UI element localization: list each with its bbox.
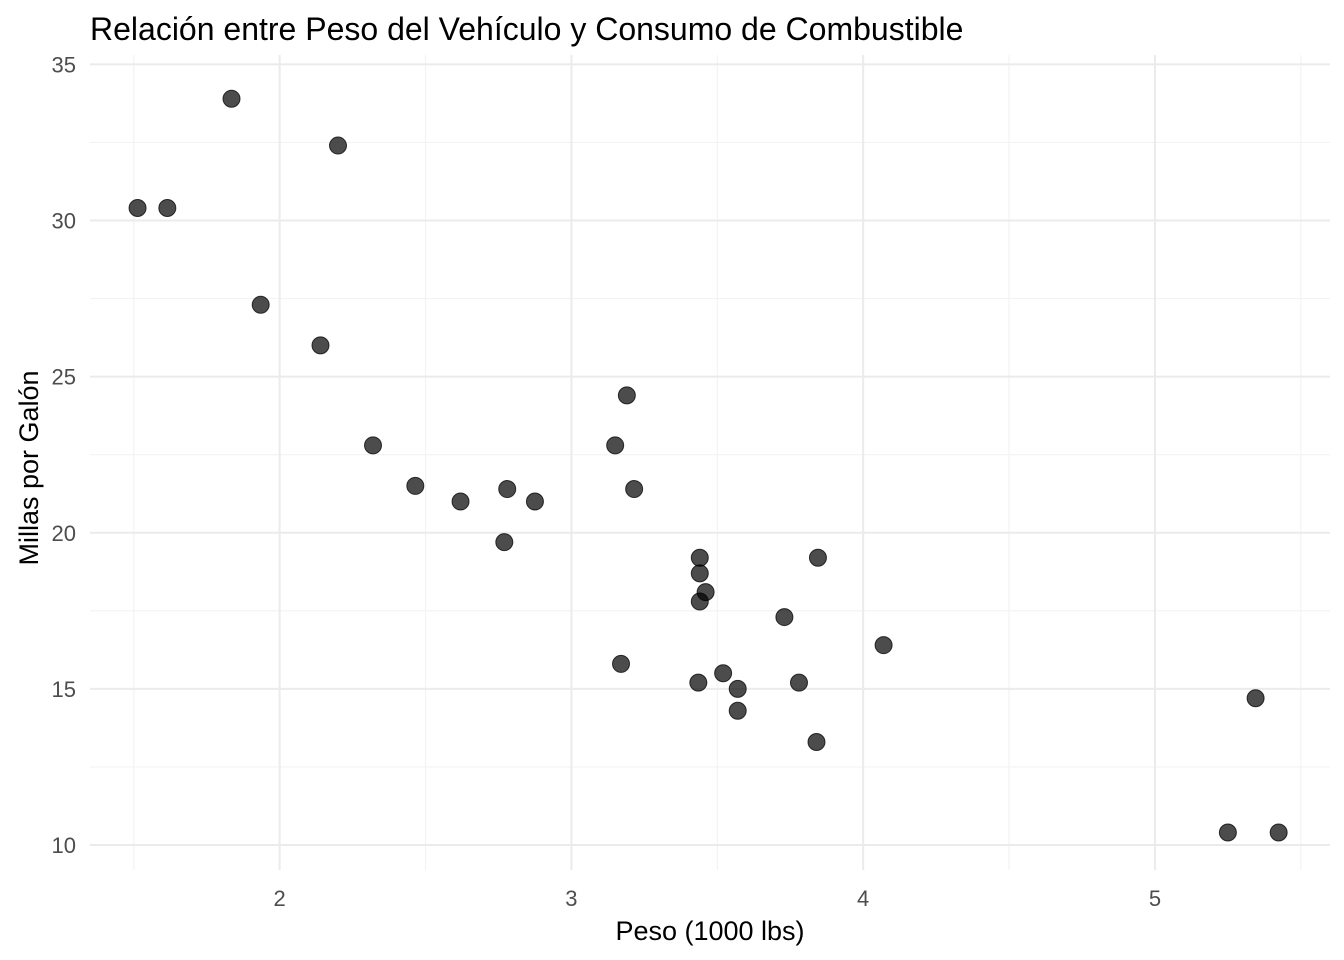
- chart-title: Relación entre Peso del Vehículo y Consu…: [90, 11, 963, 47]
- data-point: [329, 136, 347, 155]
- data-point: [364, 436, 383, 455]
- x-tick-label: 5: [1149, 886, 1161, 911]
- data-point: [525, 492, 544, 511]
- data-point: [495, 533, 514, 552]
- y-tick-label: 30: [52, 208, 76, 233]
- data-point: [128, 199, 147, 218]
- data-point: [625, 480, 644, 499]
- data-point: [690, 592, 709, 611]
- y-tick-label: 25: [52, 365, 76, 390]
- data-point: [690, 548, 709, 567]
- data-point: [406, 476, 425, 495]
- data-point: [808, 548, 827, 567]
- x-tick-label: 2: [274, 886, 286, 911]
- data-point: [311, 336, 330, 355]
- data-point: [617, 386, 636, 405]
- data-point: [789, 673, 808, 692]
- y-tick-label: 10: [52, 833, 76, 858]
- data-point: [1218, 823, 1237, 842]
- data-point: [807, 732, 826, 751]
- x-tick-labels: 2 3 4 5: [274, 886, 1162, 911]
- grid: [90, 55, 1330, 870]
- data-point: [714, 664, 733, 683]
- x-axis-label: Peso (1000 lbs): [615, 916, 804, 946]
- y-axis-label: Millas por Galón: [14, 370, 44, 565]
- data-point: [728, 701, 747, 720]
- x-tick-label: 4: [857, 886, 869, 911]
- data-point: [612, 654, 631, 673]
- data-point: [690, 564, 709, 583]
- data-point: [728, 679, 747, 698]
- data-point: [498, 480, 517, 499]
- y-tick-label: 15: [52, 677, 76, 702]
- x-tick-label: 3: [565, 886, 577, 911]
- data-point: [158, 199, 177, 218]
- data-point: [1246, 689, 1265, 708]
- data-point: [451, 492, 470, 511]
- data-point: [606, 436, 625, 455]
- data-point: [689, 673, 708, 692]
- data-point: [222, 89, 241, 108]
- y-tick-label: 35: [52, 52, 76, 77]
- data-point: [1269, 823, 1288, 842]
- y-tick-label: 20: [52, 521, 76, 546]
- y-tick-labels: 10 15 20 25 30 35: [52, 52, 76, 858]
- data-point: [251, 295, 270, 314]
- data-point: [775, 608, 794, 627]
- data-point: [874, 636, 893, 655]
- data-points: [128, 89, 1288, 842]
